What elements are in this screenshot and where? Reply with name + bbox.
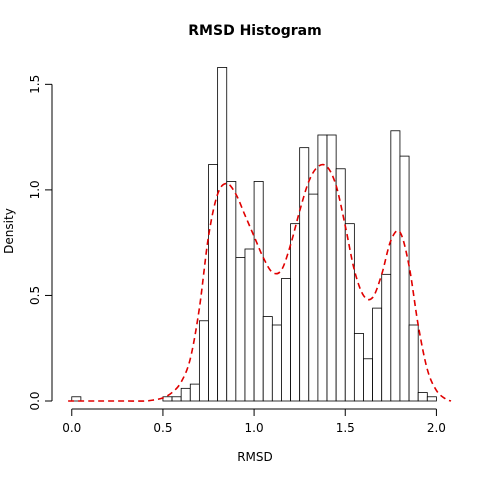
y-tick-label: 1.5 xyxy=(28,75,42,94)
x-tick-label: 0.5 xyxy=(153,421,172,435)
histogram-bar xyxy=(180,387,191,402)
histogram-bar xyxy=(198,320,209,402)
x-axis-label: RMSD xyxy=(237,450,273,464)
histogram-bar xyxy=(344,223,355,402)
histogram-bar xyxy=(189,383,200,402)
histogram-bar xyxy=(162,396,173,402)
chart-title: RMSD Histogram xyxy=(188,23,321,39)
histogram-bar xyxy=(226,181,237,402)
y-axis: 0.0 0.5 1.0 1.5 xyxy=(28,75,53,411)
histogram-bar xyxy=(326,134,337,402)
x-tick-label: 1.0 xyxy=(245,421,264,435)
histogram-bar xyxy=(381,273,392,402)
histogram-bar xyxy=(408,324,419,402)
histogram-bar xyxy=(281,278,291,402)
histogram-bar xyxy=(244,248,255,402)
histogram-bar xyxy=(235,257,246,402)
y-tick-label: 0.5 xyxy=(28,286,42,305)
histogram-bar xyxy=(299,147,310,402)
y-tick-label: 0.0 xyxy=(28,391,42,410)
histogram-bar xyxy=(262,316,273,402)
y-tick-label: 1.0 xyxy=(28,180,42,199)
histogram-bar xyxy=(71,396,82,402)
histogram-bar xyxy=(363,358,374,402)
histogram-bar xyxy=(399,155,410,402)
histogram-bar xyxy=(253,181,264,402)
histogram-bar xyxy=(353,333,364,402)
x-axis: 0.0 0.5 1.0 1.5 2.0 xyxy=(62,408,446,435)
histogram-bar xyxy=(417,392,428,402)
histogram-bar xyxy=(335,168,346,402)
histogram-bar xyxy=(271,324,282,402)
histogram-bar xyxy=(317,134,328,402)
histogram-bar xyxy=(290,223,301,402)
x-tick-label: 1.5 xyxy=(336,421,355,435)
histogram-bar xyxy=(217,67,228,402)
histogram-bars xyxy=(71,67,437,402)
x-tick-label: 2.0 xyxy=(427,421,446,435)
histogram-bar xyxy=(390,130,401,402)
histogram-bar xyxy=(308,193,319,402)
histogram-bar xyxy=(372,307,383,402)
x-tick-label: 0.0 xyxy=(62,421,81,435)
histogram-bar xyxy=(171,396,182,402)
y-axis-label: Density xyxy=(2,208,16,254)
histogram-bar xyxy=(426,396,437,402)
